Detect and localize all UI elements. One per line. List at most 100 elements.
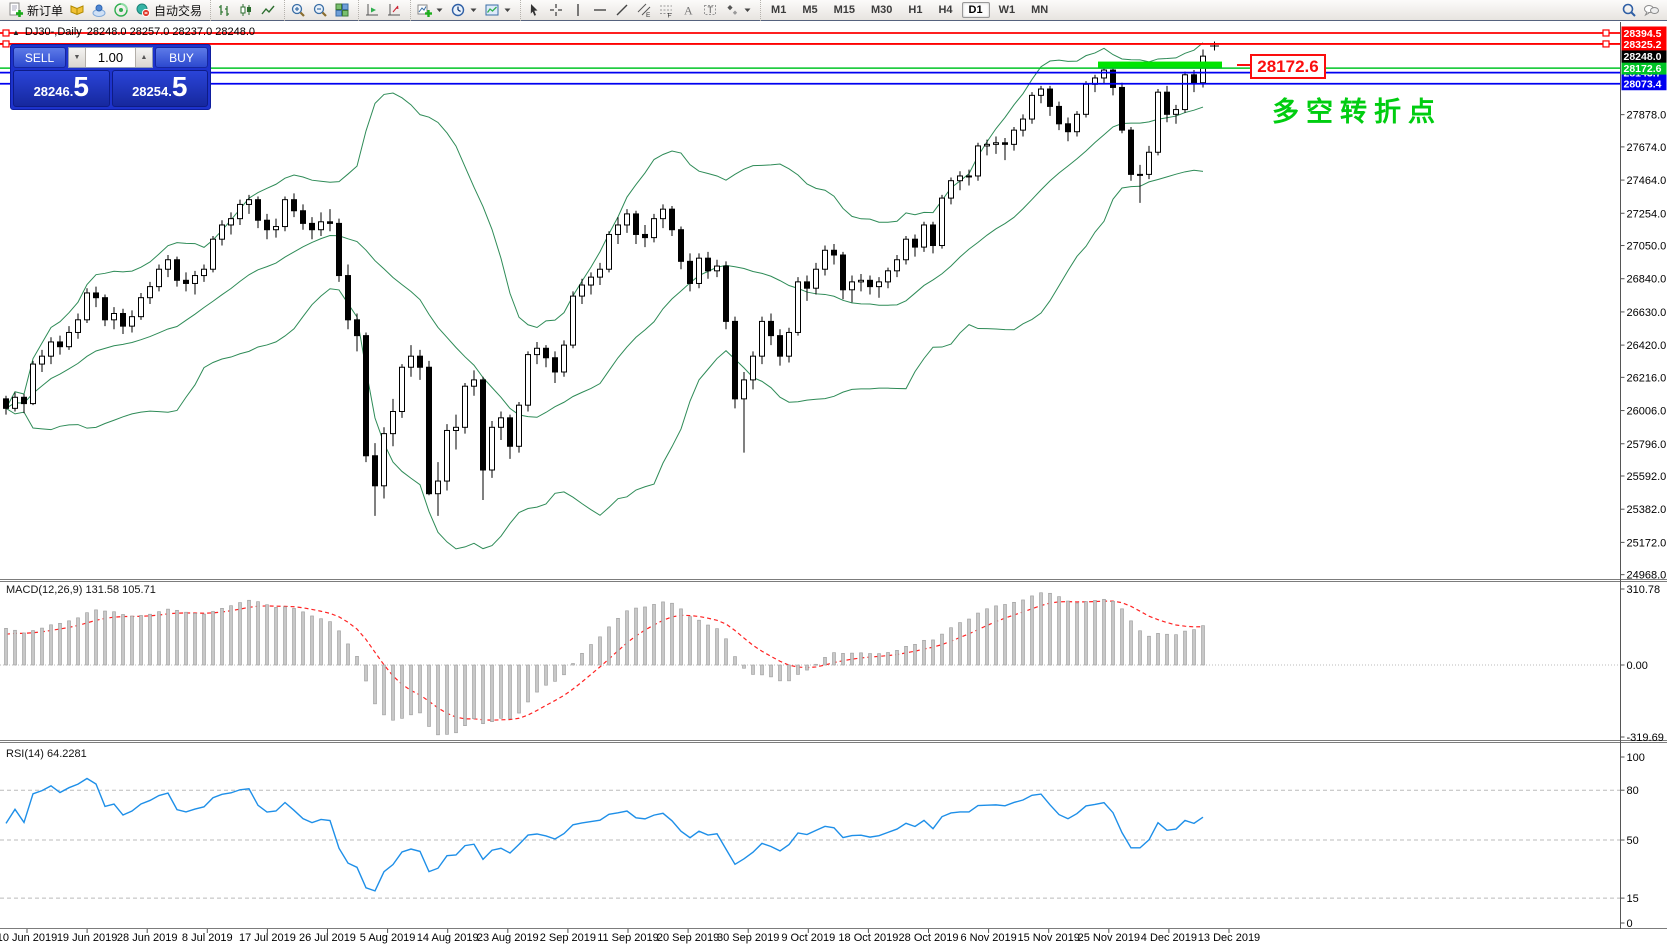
svg-text:27674.0: 27674.0	[1627, 142, 1667, 154]
profile-button[interactable]	[88, 0, 110, 20]
cursor-button[interactable]	[523, 0, 545, 20]
svg-text:E: E	[646, 12, 651, 18]
timeframe-m30[interactable]: M30	[871, 4, 893, 16]
new-order-button[interactable]: 新订单	[5, 0, 66, 20]
svg-text:27254.0: 27254.0	[1627, 208, 1667, 220]
chevron-down-icon	[435, 2, 444, 18]
svg-text:24968.0: 24968.0	[1627, 570, 1667, 582]
svg-text:0: 0	[1627, 918, 1633, 930]
bollinger-bands	[5, 42, 1204, 550]
vertical-line-button[interactable]	[567, 0, 589, 20]
svg-text:26006.0: 26006.0	[1627, 406, 1667, 418]
chart-title: ▲ DJ30-,Daily 28248.0 28257.0 28237.0 28…	[12, 26, 255, 38]
horizontal-line-button[interactable]	[589, 0, 611, 20]
auto-scroll-button[interactable]	[383, 0, 405, 20]
price-line-objects[interactable]	[0, 29, 1620, 85]
panel-separators[interactable]	[0, 579, 1667, 929]
chart-symbol-period: DJ30-,Daily	[24, 26, 82, 38]
text-button[interactable]: A	[677, 0, 699, 20]
zoom-out-button[interactable]	[309, 0, 331, 20]
bar-chart-button[interactable]	[213, 0, 235, 20]
radar-icon	[113, 2, 129, 18]
svg-text:27464.0: 27464.0	[1627, 175, 1667, 187]
search-button[interactable]	[1618, 0, 1640, 20]
timeframe-m15[interactable]: M15	[833, 4, 855, 16]
volume-value[interactable]: 1.00	[97, 50, 124, 65]
objects-group	[410, 0, 517, 21]
price-callout-box[interactable]: 28172.6	[1250, 54, 1326, 79]
svg-text:A: A	[684, 4, 693, 18]
chat-button[interactable]	[1640, 0, 1662, 20]
svg-text:27050.0: 27050.0	[1627, 241, 1667, 253]
shapes-button[interactable]	[721, 0, 755, 20]
turning-point-annotation[interactable]: 多空转折点	[1272, 97, 1442, 127]
volume-stepper: ▼ 1.00 ▲	[68, 47, 153, 68]
clock-icon	[450, 2, 466, 18]
svg-text:8 Jul 2019: 8 Jul 2019	[182, 932, 233, 944]
macd-panel[interactable]	[0, 592, 1620, 736]
chart-shift-button[interactable]	[361, 0, 383, 20]
market-watch-button[interactable]	[66, 0, 88, 20]
svg-text:28394.5: 28394.5	[1624, 28, 1662, 40]
line-chart-button[interactable]	[257, 0, 279, 20]
channel-button[interactable]: E	[633, 0, 655, 20]
book-icon	[69, 2, 85, 18]
trend-highlight-segment[interactable]	[1098, 61, 1222, 69]
trendline-button[interactable]	[611, 0, 633, 20]
timeframe-w1[interactable]: W1	[998, 4, 1016, 16]
one-click-trading-panel: SELL ▼ 1.00 ▲ BUY 28246. 5 28254. 5	[10, 44, 211, 110]
svg-text:15: 15	[1627, 893, 1639, 905]
svg-text:15 Nov 2019: 15 Nov 2019	[1018, 932, 1080, 944]
tile-windows-icon	[334, 2, 350, 18]
indicators-button[interactable]	[413, 0, 447, 20]
volume-decrease-button[interactable]: ▼	[69, 48, 86, 67]
svg-text:27878.0: 27878.0	[1627, 110, 1667, 122]
chevron-down-icon	[503, 2, 512, 18]
text-label-button[interactable]: T	[699, 0, 721, 20]
cursor-icon	[526, 2, 542, 18]
periods-button[interactable]	[447, 0, 481, 20]
autotrading-button[interactable]: 自动交易	[132, 0, 205, 20]
tile-windows-button[interactable]	[331, 0, 353, 20]
crosshair-plus-mark	[1210, 41, 1219, 51]
zoom-in-button[interactable]	[287, 0, 309, 20]
collapse-panel-icon[interactable]: ▲	[12, 27, 20, 37]
macd-indicator-label: MACD(12,26,9) 131.58 105.71	[6, 584, 156, 596]
fibonacci-button[interactable]: F	[655, 0, 677, 20]
candle-chart-button[interactable]	[235, 0, 257, 20]
buy-button[interactable]: BUY	[155, 47, 208, 68]
sell-button[interactable]: SELL	[13, 47, 66, 68]
price-axis[interactable]: 27878.0 27674.0 27464.0 27254.0 27050.0 26840…	[1620, 22, 1667, 930]
svg-text:28172.6: 28172.6	[1624, 63, 1662, 75]
zoom-in-icon	[290, 2, 306, 18]
timeframe-group: M1 M5 M15 M30 H1 H4 D1 W1 MN	[760, 0, 1058, 21]
svg-text:28 Jun 2019: 28 Jun 2019	[117, 932, 178, 944]
svg-text:18 Oct 2019: 18 Oct 2019	[838, 932, 898, 944]
timeframe-h1[interactable]: H1	[908, 4, 923, 16]
rsi-panel[interactable]	[0, 777, 1620, 899]
volume-increase-button[interactable]: ▲	[135, 48, 152, 67]
indicators-add-icon	[416, 2, 433, 18]
candlesticks[interactable]	[3, 49, 1206, 516]
timeframe-mn[interactable]: MN	[1031, 4, 1049, 16]
templates-button[interactable]	[481, 0, 515, 20]
cloud-user-icon	[91, 2, 107, 18]
svg-text:14 Aug 2019: 14 Aug 2019	[417, 932, 479, 944]
timeframe-m1[interactable]: M1	[771, 4, 787, 16]
svg-text:9 Oct 2019: 9 Oct 2019	[781, 932, 835, 944]
main-toolbar: 新订单 自动交易 E F A T M1 M5 M15 M30 H1 H4 D1 W1 MN	[0, 0, 1667, 21]
callout-connector-line	[1237, 64, 1250, 66]
timeframe-d1[interactable]: D1	[961, 2, 990, 18]
sell-price[interactable]: 28246. 5	[13, 70, 110, 107]
timeframe-h4[interactable]: H4	[938, 4, 953, 16]
signals-button[interactable]	[110, 0, 132, 20]
svg-text:25382.0: 25382.0	[1627, 504, 1667, 516]
time-axis[interactable]: 10 Jun 2019 19 Jun 2019 28 Jun 2019 8 Jul 2…	[0, 929, 1260, 944]
crosshair-button[interactable]	[545, 0, 567, 20]
channel-icon: E	[636, 2, 652, 18]
timeframe-m5[interactable]: M5	[802, 4, 818, 16]
buy-price[interactable]: 28254. 5	[111, 70, 208, 107]
svg-text:50: 50	[1627, 835, 1639, 847]
hline-icon	[592, 2, 608, 18]
